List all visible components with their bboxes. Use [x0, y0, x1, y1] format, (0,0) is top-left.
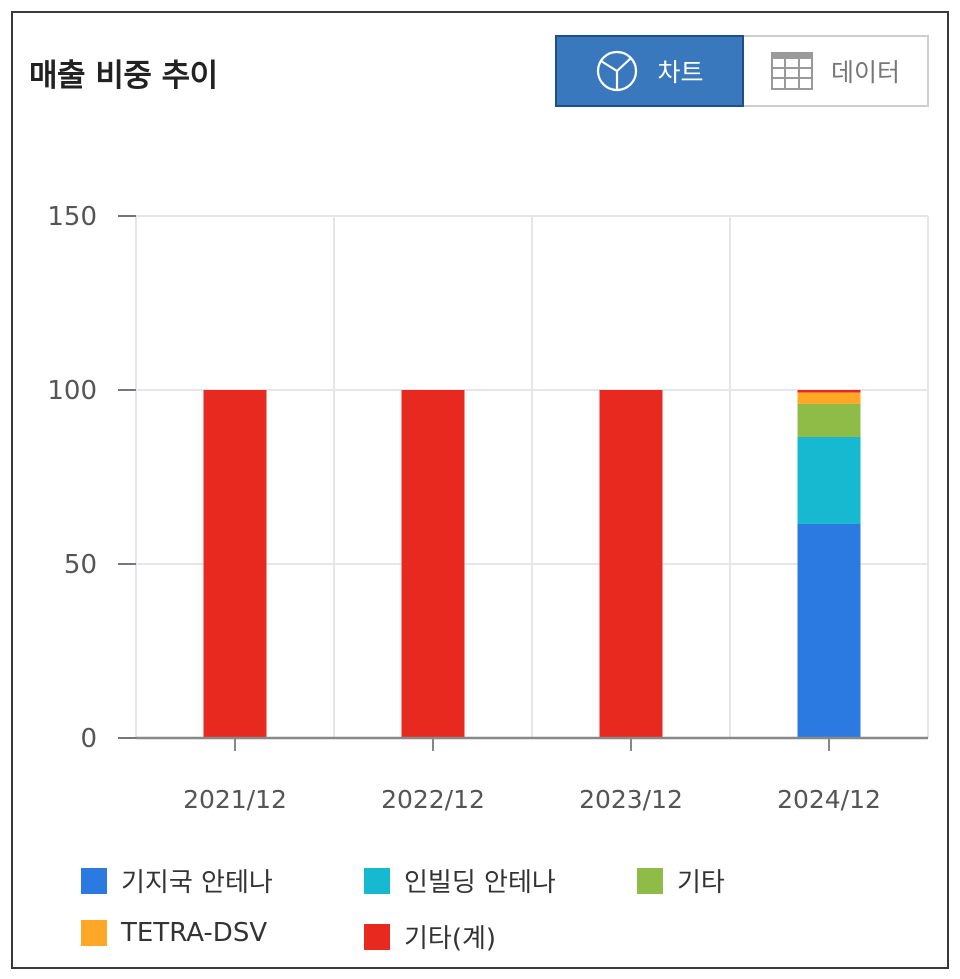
pie-chart-icon: [595, 49, 639, 93]
legend-label: 인빌딩 안테나: [404, 868, 556, 898]
legend-swatch: [81, 920, 107, 946]
legend-item[interactable]: TETRA-DSV: [81, 918, 267, 948]
legend-swatch: [81, 867, 107, 894]
bar-segment: [797, 392, 861, 404]
legend-item[interactable]: 기타(계): [364, 918, 496, 955]
y-tick-label: 150: [47, 202, 97, 232]
bar-segment: [797, 403, 861, 437]
chart-panel: [11, 11, 949, 969]
x-tick-label: 2022/12: [381, 785, 485, 814]
view-toggle: 차트 데이터: [555, 35, 929, 107]
legend-label: 기타(계): [404, 924, 497, 954]
y-tick-label: 50: [64, 550, 97, 580]
x-tick-label: 2023/12: [579, 785, 683, 814]
y-tick-label: 100: [47, 376, 97, 406]
legend-item[interactable]: 기지국 안테나: [81, 862, 273, 899]
table-grid-icon: [770, 52, 813, 90]
bar-segment: [203, 390, 267, 738]
legend-label: TETRA-DSV: [121, 918, 268, 948]
legend-swatch: [637, 867, 663, 894]
page-title: 매출 비중 추이: [29, 58, 218, 94]
legend-item[interactable]: 인빌딩 안테나: [364, 862, 556, 899]
bar-segment: [599, 390, 663, 738]
legend-swatch: [364, 923, 390, 950]
chart-tab-label: 차트: [657, 58, 704, 87]
legend-label: 기타: [677, 868, 725, 898]
y-tick-label: 0: [80, 724, 97, 754]
chart-tab-button[interactable]: 차트: [555, 35, 744, 107]
bar-segment: [797, 390, 861, 393]
bar-segment: [401, 390, 465, 738]
legend-item[interactable]: 기타: [637, 862, 725, 899]
legend-label: 기지국 안테나: [121, 868, 273, 898]
data-tab-button[interactable]: 데이터: [744, 35, 929, 107]
x-tick-label: 2024/12: [777, 785, 881, 814]
x-tick-label: 2021/12: [183, 785, 287, 814]
bar-segment: [797, 436, 861, 524]
bar-segment: [797, 523, 861, 738]
stacked-bar-chart: 0 50 100 150 2021/12 2022/12 2023/12 2024/12: [47, 202, 929, 814]
legend-swatch: [364, 867, 390, 894]
chart-legend: 기지국 안테나 인빌딩 안테나 기타 TETRA-DSV 기타(계): [81, 862, 881, 962]
data-tab-label: 데이터: [830, 58, 900, 87]
